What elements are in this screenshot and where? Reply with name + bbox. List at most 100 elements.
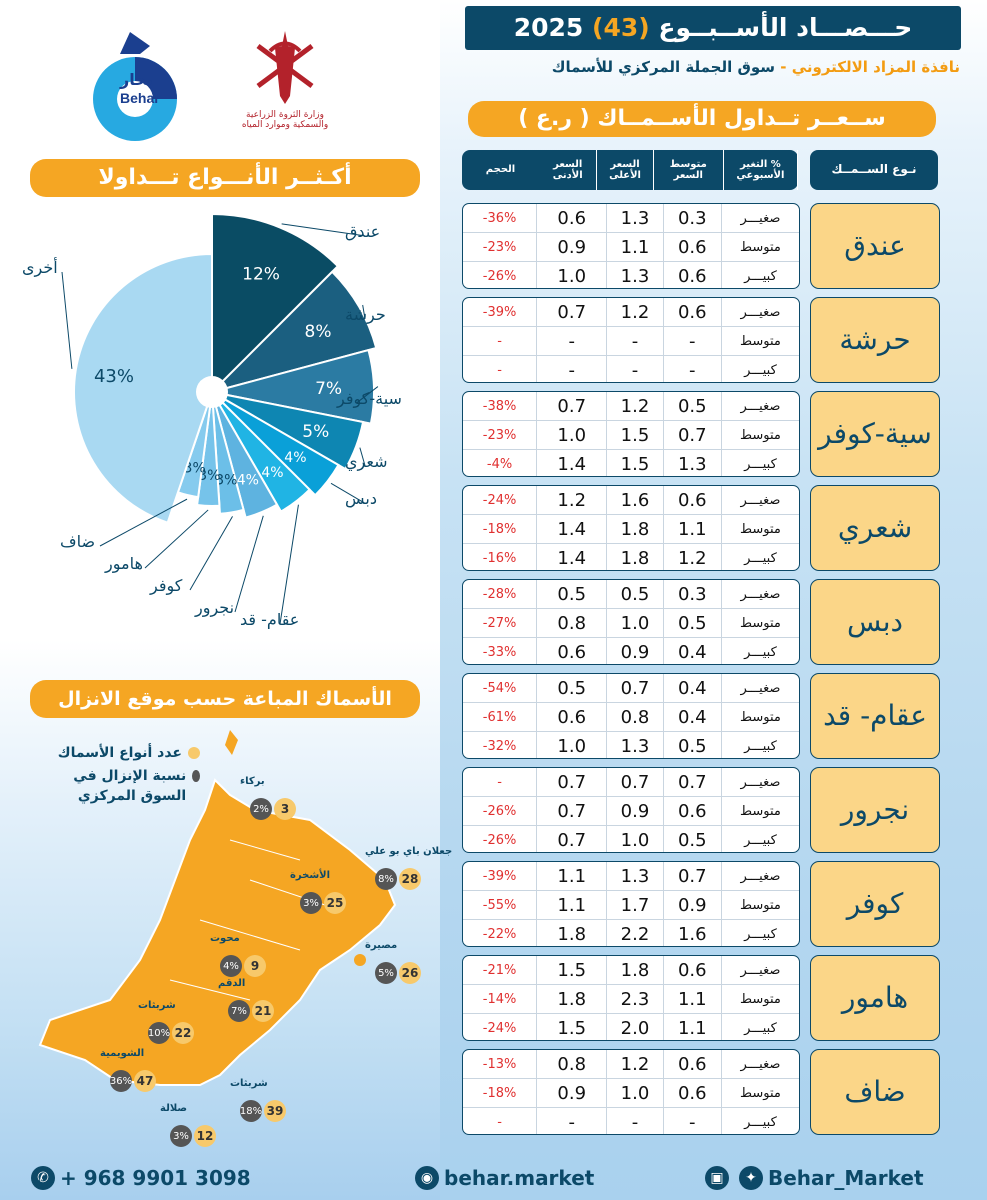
pie-value-label: 5% — [302, 422, 329, 442]
cell-change: -39% — [463, 862, 538, 890]
cell-low: 0.6 — [664, 486, 722, 514]
cell-change: - — [463, 1108, 538, 1134]
table-row: -16% 1.4 1.8 1.2 كبيـــر — [463, 543, 799, 570]
behar-logo: بحار Behar — [80, 24, 190, 144]
table-row: -18% 1.4 1.8 1.1 متوسط — [463, 514, 799, 543]
pie-leader-line — [144, 509, 209, 569]
pie-category-label: حرشة — [345, 305, 386, 324]
table-row: -32% 1.0 1.3 0.5 كبيـــر — [463, 731, 799, 758]
cell-high: 1.3 — [607, 732, 664, 758]
map-banner: الأسماك المباعة حسب موقع الانزال — [30, 680, 420, 718]
pie-value-label: 8% — [305, 322, 332, 342]
table-row: -21% 1.5 1.8 0.6 صغيـــر — [463, 956, 799, 984]
cell-size: كبيـــر — [744, 1020, 777, 1036]
oman-map — [38, 730, 397, 1086]
cell-size: صغيـــر — [740, 492, 781, 508]
subtitle-sep: - — [775, 58, 792, 76]
table-row: -39% 0.7 1.2 0.6 صغيـــر — [463, 298, 799, 326]
site-count-badge: 28 — [399, 868, 421, 890]
pie-slice — [211, 391, 279, 519]
table-row: -28% 0.5 0.5 0.3 صغيـــر — [463, 580, 799, 608]
cell-high: 1.0 — [607, 1079, 664, 1107]
cell-avg: - — [537, 1108, 608, 1134]
pie-slice — [211, 391, 311, 513]
cell-low: 0.3 — [664, 580, 722, 608]
site-count-badge: 21 — [252, 1000, 274, 1022]
cell-low: 0.6 — [664, 298, 722, 326]
title-text: حـــصـــاد الأســبــوع — [658, 13, 913, 42]
cell-size: صغيـــر — [740, 774, 781, 790]
pie-category-label: عندق — [345, 221, 381, 241]
site-share-badge: 2% — [250, 798, 272, 820]
table-row: -4% 1.4 1.5 1.3 كبيـــر — [463, 449, 799, 476]
cell-avg: 0.7 — [537, 826, 608, 852]
legend-share-dot — [192, 770, 200, 782]
map-site-marker: 10% 22 — [148, 1022, 194, 1044]
table-row: -13% 0.8 1.2 0.6 صغيـــر — [463, 1050, 799, 1078]
map-site-name: محوت — [210, 933, 240, 944]
pie-leader-line — [356, 386, 379, 403]
pie-slice — [211, 348, 375, 425]
cell-change: -16% — [463, 544, 538, 570]
fish-price-group: -24% 1.2 1.6 0.6 صغيـــر -18% 1.4 1.8 1.1 متوسط -1… — [462, 485, 800, 571]
site-count-badge: 3 — [274, 798, 296, 820]
map-site-name: صلالة — [160, 1103, 188, 1114]
pie-category-label: هامور — [105, 554, 143, 573]
fish-price-group: -39% 0.7 1.2 0.6 صغيـــر - - - - متوسط - - - - كبيـــر — [462, 297, 800, 383]
whatsapp-icon: ✆ — [31, 1166, 55, 1190]
cell-change: -24% — [463, 486, 538, 514]
cell-avg: 0.8 — [537, 609, 608, 637]
cell-high: 2.2 — [607, 920, 664, 946]
cell-size: صغيـــر — [740, 680, 781, 696]
cell-low: 0.4 — [664, 674, 722, 702]
cell-high: 1.7 — [607, 891, 664, 919]
cell-high: 1.2 — [607, 392, 664, 420]
table-row: -36% 0.6 1.3 0.3 صغيـــر — [463, 204, 799, 232]
site-count-badge: 9 — [244, 955, 266, 977]
globe-icon: ◉ — [415, 1166, 439, 1190]
footer-phone[interactable]: ✆ + 968 9901 3098 — [26, 1162, 251, 1194]
cell-size: متوسط — [740, 239, 781, 255]
footer-website[interactable]: ◉ behar.market — [410, 1162, 594, 1194]
cell-low: 1.6 — [664, 920, 722, 946]
fish-price-group: -28% 0.5 0.5 0.3 صغيـــر -27% 0.8 1.0 0.5 متوسط -3… — [462, 579, 800, 665]
cell-avg: 1.4 — [537, 515, 608, 543]
header-high: السعر الأعلى — [597, 150, 654, 190]
cell-size: صغيـــر — [740, 210, 781, 226]
site-share-badge: 18% — [240, 1100, 262, 1122]
footer-social[interactable]: ▣ ✦ Behar_Market — [700, 1162, 924, 1194]
table-row: -54% 0.5 0.7 0.4 صغيـــر — [463, 674, 799, 702]
table-row: -23% 1.0 1.5 0.7 متوسط — [463, 420, 799, 449]
cell-change: -26% — [463, 826, 538, 852]
pie-leader-line — [99, 498, 188, 547]
table-row: -23% 0.9 1.1 0.6 متوسط — [463, 232, 799, 261]
map-site-name: جعلان باي بو علي — [365, 846, 453, 857]
header-fish-type: نـوع الســمــك — [810, 150, 938, 190]
pie-value-label: 7% — [315, 379, 342, 399]
ministry-line2: والسمكية وموارد المياه — [241, 120, 329, 130]
cell-high: - — [607, 327, 664, 355]
cell-avg: 0.6 — [537, 204, 608, 232]
map-site-marker: 3% 12 — [170, 1125, 216, 1147]
site-share-badge: 10% — [148, 1022, 170, 1044]
cell-avg: 1.1 — [537, 862, 608, 890]
cell-change: - — [463, 327, 538, 355]
cell-change: - — [463, 768, 538, 796]
cell-high: 1.3 — [607, 862, 664, 890]
cell-high: 1.8 — [607, 956, 664, 984]
map-site-name: الأشخرة — [290, 870, 331, 881]
cell-high: 1.8 — [607, 515, 664, 543]
phone-number: + 968 9901 3098 — [60, 1166, 251, 1190]
table-row: -26% 1.0 1.3 0.6 كبيـــر — [463, 261, 799, 288]
cell-avg: 0.5 — [537, 674, 608, 702]
fish-price-group: -36% 0.6 1.3 0.3 صغيـــر -23% 0.9 1.1 0.6 متوسط -2… — [462, 203, 800, 289]
pie-leader-line — [61, 271, 73, 369]
pie-leader-line — [330, 482, 366, 504]
site-count-badge: 47 — [134, 1070, 156, 1092]
legend-count-dot — [188, 747, 200, 759]
subtitle-main: سوق الجملة المركزي للأسماك — [551, 58, 776, 76]
cell-avg: 0.6 — [537, 638, 608, 664]
fish-name: دبس — [810, 579, 940, 665]
ministry-emblem: وزارة الثروة الزراعية والسمكية وموارد ال… — [240, 26, 330, 141]
site-share-badge: 3% — [170, 1125, 192, 1147]
